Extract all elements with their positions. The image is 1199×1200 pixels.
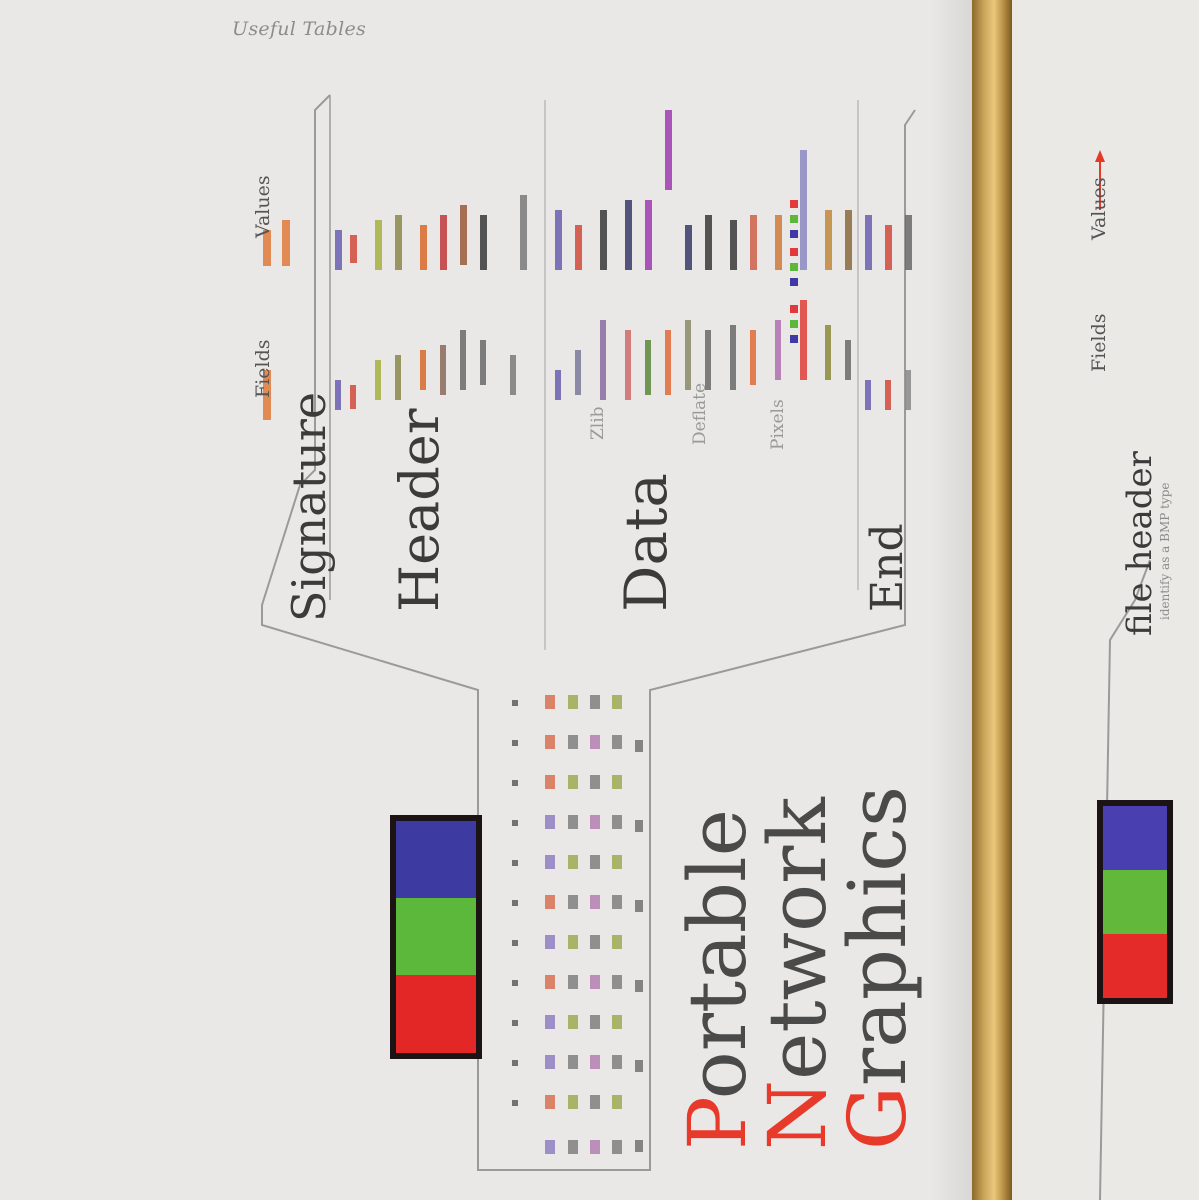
data-sublabel-deflate: Deflate [690, 382, 710, 445]
swatch-red [396, 975, 476, 1053]
values-header: Values [252, 175, 274, 238]
bookmark-ribbon [972, 0, 1012, 1200]
next-rgb-swatch-box [1097, 800, 1173, 1004]
data-sublabel-zlib: Zlib [588, 406, 608, 440]
byte-grid [512, 695, 643, 1154]
next-section-sublabel: identify as a BMP type [1158, 482, 1172, 620]
section-header: Header [388, 408, 451, 612]
next-swatch-blue [1103, 806, 1167, 870]
section-signature: Signature [282, 391, 336, 622]
running-head: Useful Tables [232, 18, 367, 40]
swatch-blue [396, 821, 476, 898]
page-gutter-shadow [930, 0, 975, 1200]
next-fields-header: Fields [1088, 313, 1110, 373]
title-network: Network [751, 797, 844, 1150]
section-end: End [862, 523, 913, 612]
rgb-swatch-box [390, 815, 482, 1059]
pixel-squares [790, 200, 798, 343]
title-rest-graphics: raphics [831, 785, 924, 1087]
fields-header: Fields [252, 339, 274, 399]
diagram-outline [261, 94, 916, 1171]
swatch-green [396, 898, 476, 975]
title-portable: Portable [671, 809, 764, 1150]
title-cap-g: G [831, 1086, 924, 1150]
next-section-file-header: file header [1120, 451, 1160, 636]
arrow-head [1095, 150, 1105, 162]
field-value-marks [263, 110, 912, 420]
data-sublabel-pixels: Pixels [768, 399, 788, 450]
book-page-left [0, 0, 975, 1200]
section-data: Data [612, 473, 680, 612]
next-swatch-red [1103, 934, 1167, 998]
title-graphics: Graphics [831, 786, 924, 1150]
next-values-header: Values [1088, 177, 1110, 240]
next-swatch-green [1103, 870, 1167, 934]
